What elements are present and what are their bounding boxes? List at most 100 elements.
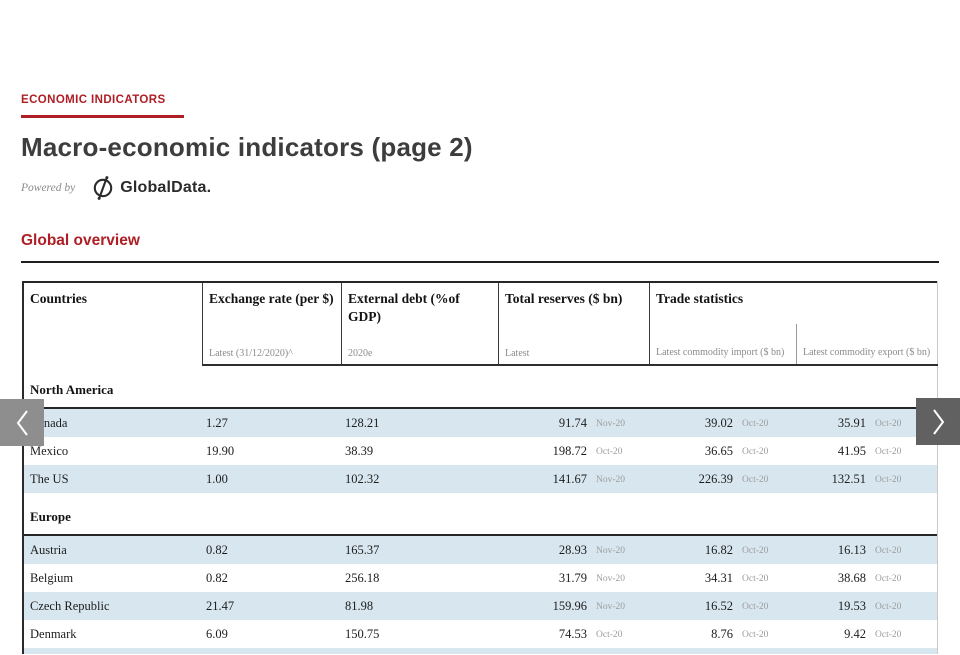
col-subheader-commodity-import: Latest commodity import ($ bn) <box>656 347 785 358</box>
col-header-exchange-rate: Exchange rate (per $) Latest (31/12/2020… <box>202 283 341 366</box>
commodity-export-cell-date: Oct-20 <box>875 545 902 556</box>
col-header-countries: Countries <box>24 283 202 366</box>
commodity-import-cell-date: Oct-20 <box>742 573 769 584</box>
report-content: ECONOMIC INDICATORS Macro-economic indic… <box>0 94 960 654</box>
trade-subheader-row: Latest commodity import ($ bn) Latest co… <box>650 324 938 364</box>
chevron-left-icon <box>14 409 31 437</box>
total-reserves-cell-value: 198.72 <box>552 443 587 458</box>
commodity-export-cell-date: Oct-20 <box>875 601 902 612</box>
commodity-export-cell-value: 35.91 <box>837 415 866 430</box>
country-cell: Austria <box>30 542 67 557</box>
commodity-export-cell-value: 9.42 <box>844 626 866 641</box>
next-row-partial <box>24 648 937 654</box>
total-reserves-cell: 74.53 Oct-20 <box>498 627 649 642</box>
commodity-export-cell-date: Oct-20 <box>875 629 902 640</box>
commodity-import-cell-value: 8.76 <box>711 626 733 641</box>
page-title: Macro-economic indicators (page 2) <box>21 132 473 162</box>
commodity-import-cell-value: 34.31 <box>704 570 733 585</box>
exchange-rate-cell: 19.90 <box>206 443 235 458</box>
total-reserves-cell-date: Oct-20 <box>596 446 623 457</box>
table-body: North America Canada 1.27 128.21 91.74 Nov-20… <box>24 366 937 654</box>
commodity-export-cell-value: 19.53 <box>837 598 866 613</box>
table-header: Countries Exchange rate (per $) Latest (… <box>24 281 938 366</box>
commodity-import-cell: 226.39 Oct-20 <box>649 472 795 487</box>
exchange-rate-cell: 0.82 <box>206 570 228 585</box>
table-row: Czech Republic 21.47 81.98 159.96 Nov-20 16.5… <box>24 592 937 620</box>
total-reserves-cell-date: Nov-20 <box>596 573 626 584</box>
commodity-import-cell-value: 39.02 <box>704 415 733 430</box>
total-reserves-cell-value: 141.67 <box>552 471 587 486</box>
col-header-total-reserves-label: Total reserves ($ bn) <box>505 291 623 306</box>
exchange-rate-cell: 1.00 <box>206 471 228 486</box>
table-row: The US 1.00 102.32 141.67 Nov-20 226.39 Oct-20… <box>24 465 937 493</box>
section-divider <box>21 261 939 263</box>
col-header-total-reserves: Total reserves ($ bn) Latest <box>498 283 649 366</box>
external-debt-cell: 81.98 <box>345 598 374 613</box>
commodity-export-cell-value: 16.13 <box>837 542 866 557</box>
commodity-export-cell: 35.91 Oct-20 <box>795 416 938 431</box>
total-reserves-cell: 31.79 Nov-20 <box>498 571 649 586</box>
table-row: Denmark 6.09 150.75 74.53 Oct-20 8.76 Oct-20 9.… <box>24 620 937 648</box>
commodity-export-cell: 132.51 Oct-20 <box>795 472 938 487</box>
external-debt-cell: 102.32 <box>345 471 380 486</box>
external-debt-cell: 256.18 <box>345 570 380 585</box>
total-reserves-cell: 91.74 Nov-20 <box>498 416 649 431</box>
exchange-rate-cell: 21.47 <box>206 598 235 613</box>
total-reserves-cell-value: 74.53 <box>558 626 587 641</box>
col-header-trade-statistics-label: Trade statistics <box>656 291 744 306</box>
table-row: Canada 1.27 128.21 91.74 Nov-20 39.02 Oct-20 35… <box>24 409 937 437</box>
external-debt-cell: 150.75 <box>345 626 380 641</box>
commodity-import-cell-value: 226.39 <box>698 471 733 486</box>
commodity-export-cell-value: 132.51 <box>831 471 866 486</box>
powered-by-row: Powered by GlobalData. <box>21 176 939 200</box>
commodity-import-cell: 39.02 Oct-20 <box>649 416 795 431</box>
external-debt-cell: 128.21 <box>345 415 380 430</box>
commodity-export-cell-date: Oct-20 <box>875 446 902 457</box>
country-cell: Czech Republic <box>30 598 110 613</box>
country-cell: The US <box>30 471 69 486</box>
col-subheader-external-debt: 2020e <box>348 348 373 359</box>
total-reserves-cell: 198.72 Oct-20 <box>498 444 649 459</box>
commodity-import-cell-date: Oct-20 <box>742 418 769 429</box>
table-row: Mexico 19.90 38.39 198.72 Oct-20 36.65 Oct-20 4… <box>24 437 937 465</box>
commodity-import-cell: 16.82 Oct-20 <box>649 543 795 558</box>
total-reserves-cell-value: 159.96 <box>552 598 587 613</box>
next-page-button[interactable] <box>916 398 960 445</box>
commodity-import-cell-value: 16.82 <box>704 542 733 557</box>
total-reserves-cell-value: 28.93 <box>558 542 587 557</box>
eyebrow-underline <box>21 115 184 118</box>
commodity-import-cell: 8.76 Oct-20 <box>649 627 795 642</box>
col-subheader-commodity-export: Latest commodity export ($ bn) <box>796 324 939 364</box>
total-reserves-cell-date: Nov-20 <box>596 474 626 485</box>
eyebrow-label: ECONOMIC INDICATORS <box>21 94 166 106</box>
country-cell: Mexico <box>30 443 69 458</box>
col-header-exchange-rate-label: Exchange rate (per $) <box>209 291 334 306</box>
commodity-import-cell: 34.31 Oct-20 <box>649 571 795 586</box>
commodity-export-cell: 9.42 Oct-20 <box>795 627 938 642</box>
total-reserves-cell-date: Oct-20 <box>596 629 623 640</box>
table-row: Belgium 0.82 256.18 31.79 Nov-20 34.31 Oct-20 3… <box>24 564 937 592</box>
powered-by-label: Powered by <box>21 182 76 194</box>
commodity-export-cell: 19.53 Oct-20 <box>795 599 938 614</box>
commodity-import-cell-value: 36.65 <box>704 443 733 458</box>
section-title: Global overview <box>21 232 140 249</box>
external-debt-cell: 38.39 <box>345 443 374 458</box>
commodity-import-cell-date: Oct-20 <box>742 601 769 612</box>
region-group-row: Europe <box>24 493 937 536</box>
region-group-row: North America <box>24 366 937 409</box>
exchange-rate-cell: 1.27 <box>206 415 228 430</box>
commodity-export-cell-value: 41.95 <box>837 443 866 458</box>
exchange-rate-cell: 6.09 <box>206 626 228 641</box>
total-reserves-cell-value: 91.74 <box>558 415 587 430</box>
commodity-export-cell: 16.13 Oct-20 <box>795 543 938 558</box>
total-reserves-cell-date: Nov-20 <box>596 418 626 429</box>
total-reserves-cell: 28.93 Nov-20 <box>498 543 649 558</box>
country-cell: Belgium <box>30 570 74 585</box>
col-header-trade-statistics: Trade statistics Latest commodity import… <box>649 283 938 366</box>
col-subheader-exchange-rate: Latest (31/12/2020)^ <box>209 348 293 359</box>
country-cell: Canada <box>30 415 68 430</box>
commodity-export-cell-date: Oct-20 <box>875 573 902 584</box>
country-cell: Denmark <box>30 626 77 641</box>
commodity-import-cell-date: Oct-20 <box>742 474 769 485</box>
prev-page-button[interactable] <box>0 399 44 446</box>
